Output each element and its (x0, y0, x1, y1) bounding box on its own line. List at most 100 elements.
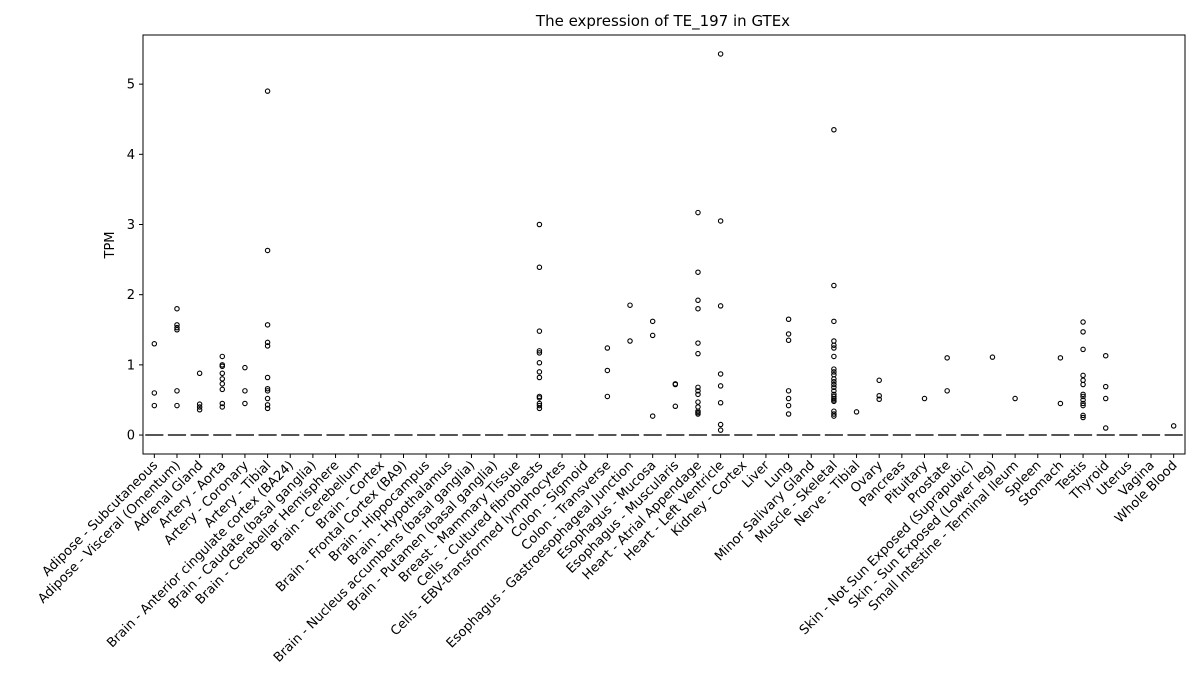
y-tick-label: 1 (127, 358, 135, 373)
outlier-point (831, 398, 837, 405)
outlier-point (1170, 423, 1177, 429)
outlier-point (264, 339, 271, 346)
y-tick-label: 4 (127, 148, 135, 163)
outlier-point (1080, 402, 1086, 409)
outlier-point (672, 403, 679, 410)
outlier-point (264, 343, 271, 349)
outlier-point (1102, 383, 1109, 390)
outlier-point (264, 247, 271, 254)
outlier-point (196, 370, 203, 377)
outlier-point (695, 388, 701, 394)
outlier-point (717, 427, 724, 433)
outlier-point (627, 302, 633, 308)
outlier-point (1080, 329, 1086, 335)
outlier-point (695, 297, 701, 304)
outlier-point (695, 209, 701, 216)
outlier-point (264, 395, 271, 402)
y-tick-label: 0 (127, 429, 135, 444)
outlier-point (785, 337, 792, 344)
plot-frame (142, 34, 1186, 455)
outlier-point (717, 51, 724, 57)
chart-title: The expression of TE_197 in GTEx (535, 12, 790, 31)
outlier-point (536, 405, 543, 412)
outlier-point (717, 400, 724, 406)
outlier-point (264, 388, 271, 394)
outlier-point (831, 318, 837, 325)
outlier-point (831, 411, 837, 417)
outlier-point (1080, 319, 1086, 325)
outlier-point (831, 282, 837, 289)
outlier-point (1080, 372, 1086, 379)
outlier-point (219, 370, 226, 377)
outlier-point (219, 386, 226, 393)
outlier-point (944, 388, 950, 394)
outlier-point (717, 383, 724, 389)
outlier-point (219, 363, 226, 370)
outlier-point (1080, 412, 1086, 419)
outlier-point (1080, 346, 1086, 353)
outlier-point (219, 376, 226, 382)
outlier-point (785, 388, 792, 394)
outlier-point (695, 411, 701, 417)
outlier-point (831, 384, 837, 391)
y-axis: 0 1 2 3 4 5 (127, 78, 143, 444)
outlier-point (831, 353, 837, 360)
outlier-point (876, 392, 882, 399)
outlier-point (1080, 414, 1086, 421)
outlier-point (242, 364, 248, 371)
outlier-point (604, 345, 611, 351)
outlier-point (695, 391, 701, 398)
outlier-point (649, 332, 656, 339)
outlier-point (264, 385, 271, 392)
outlier-point (264, 322, 271, 328)
outlier-point (717, 421, 724, 428)
outlier-point (536, 221, 543, 228)
outlier-point (536, 350, 543, 356)
outlier-point (1080, 391, 1086, 398)
outlier-point (831, 388, 837, 394)
outlier-point (831, 369, 837, 375)
outlier-point (536, 374, 543, 381)
outlier-point (921, 395, 928, 402)
outlier-point (627, 338, 633, 344)
outlier-point (785, 331, 792, 337)
outlier-point (1057, 400, 1064, 407)
outlier-point (1102, 425, 1109, 431)
outlier-point (151, 402, 158, 409)
outlier-point (785, 411, 792, 417)
outlier-point (536, 402, 543, 409)
outlier-point (695, 269, 701, 275)
outlier-point (536, 264, 543, 271)
outlier-point (695, 399, 701, 405)
outlier-point (1080, 397, 1086, 403)
outlier-point (695, 384, 701, 391)
outlier-point (695, 340, 701, 346)
outlier-point (1080, 381, 1086, 388)
outlier-point (672, 381, 679, 388)
outlier-point (174, 388, 180, 394)
outlier-point (174, 324, 180, 331)
outlier-point (264, 405, 271, 412)
outlier-point (831, 376, 837, 382)
outlier-point (536, 328, 543, 334)
outlier-point (196, 407, 203, 413)
y-tick-label: 2 (127, 288, 135, 303)
outlier-point (1102, 352, 1109, 359)
outlier-point (695, 350, 701, 357)
y-tick-label: 5 (127, 78, 135, 93)
y-axis-label: TPM (103, 232, 118, 260)
outlier-point (242, 388, 248, 394)
outlier-point (717, 303, 724, 309)
y-tick-label: 3 (127, 218, 135, 233)
outlier-point (831, 381, 837, 388)
outlier-point (242, 400, 248, 407)
outlier-point (174, 305, 180, 312)
outlier-point (695, 305, 701, 312)
outlier-point (831, 366, 837, 372)
outlier-point (717, 218, 724, 224)
outlier-point (1057, 355, 1064, 361)
outlier-point (989, 354, 996, 360)
outlier-point (174, 327, 180, 333)
